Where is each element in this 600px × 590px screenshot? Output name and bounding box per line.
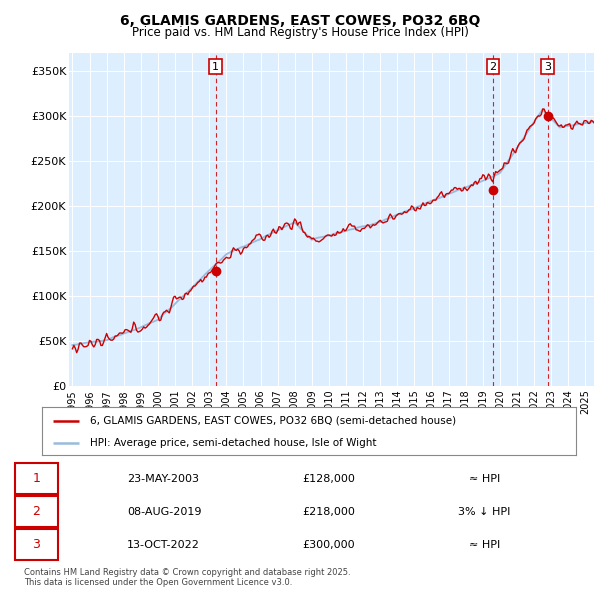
Text: Contains HM Land Registry data © Crown copyright and database right 2025.
This d: Contains HM Land Registry data © Crown c…	[24, 568, 350, 587]
Text: 3: 3	[32, 538, 40, 552]
FancyBboxPatch shape	[15, 496, 58, 527]
Text: £300,000: £300,000	[302, 540, 355, 550]
Text: 1: 1	[212, 61, 219, 71]
Text: 6, GLAMIS GARDENS, EAST COWES, PO32 6BQ (semi-detached house): 6, GLAMIS GARDENS, EAST COWES, PO32 6BQ …	[90, 415, 456, 425]
Text: 2: 2	[490, 61, 496, 71]
Text: 23-MAY-2003: 23-MAY-2003	[127, 474, 199, 484]
Text: £218,000: £218,000	[302, 507, 355, 517]
Text: 13-OCT-2022: 13-OCT-2022	[127, 540, 200, 550]
Text: 2: 2	[32, 505, 40, 519]
FancyBboxPatch shape	[15, 463, 58, 494]
Text: Price paid vs. HM Land Registry's House Price Index (HPI): Price paid vs. HM Land Registry's House …	[131, 26, 469, 39]
Text: 3% ↓ HPI: 3% ↓ HPI	[458, 507, 511, 517]
FancyBboxPatch shape	[15, 529, 58, 560]
Text: ≈ HPI: ≈ HPI	[469, 540, 500, 550]
Text: ≈ HPI: ≈ HPI	[469, 474, 500, 484]
Text: HPI: Average price, semi-detached house, Isle of Wight: HPI: Average price, semi-detached house,…	[90, 438, 377, 448]
Text: 08-AUG-2019: 08-AUG-2019	[127, 507, 202, 517]
Text: 3: 3	[544, 61, 551, 71]
Text: 1: 1	[32, 472, 40, 486]
Text: £128,000: £128,000	[302, 474, 355, 484]
Text: 6, GLAMIS GARDENS, EAST COWES, PO32 6BQ: 6, GLAMIS GARDENS, EAST COWES, PO32 6BQ	[120, 14, 480, 28]
